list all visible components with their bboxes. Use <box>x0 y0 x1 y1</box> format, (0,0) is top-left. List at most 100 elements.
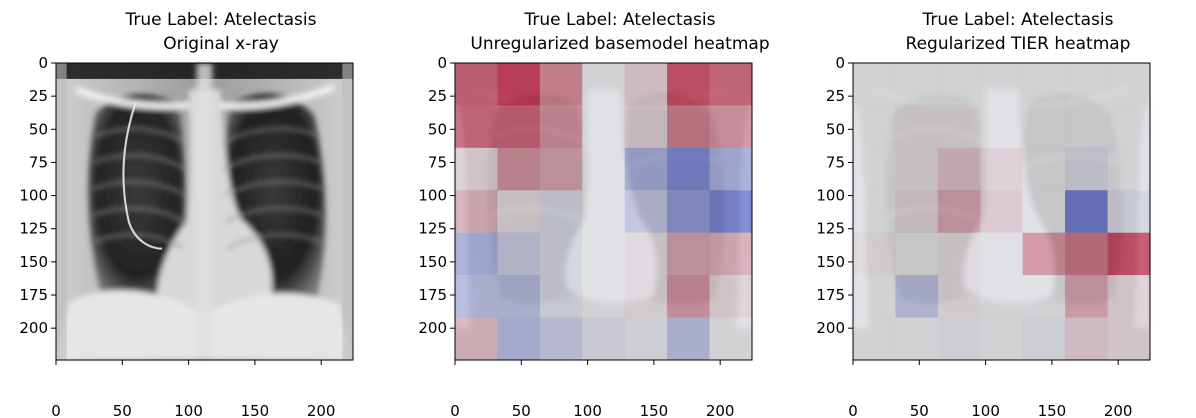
heatmap-cell <box>1022 232 1066 276</box>
x-tick-label: 0 <box>51 402 61 418</box>
y-tick-label: 100 <box>418 187 447 205</box>
y-tick-label: 25 <box>428 87 447 105</box>
x-tick-label: 100 <box>174 402 203 418</box>
x-tick-label: 200 <box>706 402 735 418</box>
heatmap-cell <box>1107 63 1150 106</box>
heatmap-cell <box>455 275 498 318</box>
heatmap-cell <box>980 105 1023 148</box>
heatmap-cell <box>709 105 752 148</box>
heatmap-cell <box>709 232 752 276</box>
y-tick-label: 125 <box>418 220 447 238</box>
heatmap-cell <box>539 63 583 106</box>
heatmap-cell <box>980 63 1023 106</box>
heatmap-cell <box>1022 63 1066 106</box>
heatmap-cell <box>1022 105 1066 148</box>
y-tick-label: 175 <box>19 286 48 304</box>
heatmap-cell <box>582 232 625 276</box>
heatmap-cell <box>980 275 1023 318</box>
heatmap-cell <box>895 317 938 360</box>
heatmap-cell <box>1065 105 1108 148</box>
heatmap-cell <box>853 63 896 106</box>
x-tick-label: 200 <box>1104 402 1133 418</box>
heatmap-cell <box>624 190 668 233</box>
x-tick-label: 0 <box>848 402 858 418</box>
heatmap-cell <box>624 317 668 360</box>
y-tick-label: 0 <box>38 54 48 72</box>
y-tick-label: 175 <box>816 286 845 304</box>
heatmap-cell <box>853 147 896 191</box>
y-tick-label: 150 <box>19 253 48 271</box>
heatmap-cell <box>667 232 710 276</box>
heatmap-cell <box>582 105 625 148</box>
axes-1: 0 25 50 75 100 125 150 175 200 0 50 100 150 200 <box>19 54 353 418</box>
y-tick-label: 75 <box>428 153 447 171</box>
heatmap-cell <box>582 190 625 233</box>
heatmap-cell <box>1107 190 1150 233</box>
panel-original: True Label: Atelectasis Original x-ray <box>0 0 380 418</box>
heatmap-cell <box>667 105 710 148</box>
panel-title-line1: True Label: Atelectasis <box>922 10 1114 30</box>
heatmap-cell <box>497 190 540 233</box>
heatmap-cell <box>624 105 668 148</box>
heatmap-cell <box>980 317 1023 360</box>
heatmap-cell <box>1107 147 1150 191</box>
panel-title-line2: Unregularized basemodel heatmap <box>470 34 770 54</box>
heatmap-cell <box>709 190 752 233</box>
panel-basemodel: True Label: Atelectasis Unregularized ba… <box>0 0 769 418</box>
x-tick-label: 50 <box>113 402 132 418</box>
heatmap-cell <box>539 232 583 276</box>
heatmap-cell <box>539 190 583 233</box>
heatmap-cell <box>497 105 540 148</box>
y-tick-label: 100 <box>816 187 845 205</box>
x-tick-label: 50 <box>910 402 929 418</box>
heatmap-cell <box>853 105 896 148</box>
panel-title-line1: True Label: Atelectasis <box>125 10 317 30</box>
heatmap-cell <box>895 275 938 318</box>
heatmap-cell <box>709 147 752 191</box>
heatmap-cell <box>582 275 625 318</box>
heatmap-cell <box>895 147 938 191</box>
heatmap-cell <box>624 232 668 276</box>
heatmap-cell <box>1065 232 1108 276</box>
axes-frame <box>55 62 354 361</box>
y-tick-label: 150 <box>418 253 447 271</box>
heatmap-cell <box>497 275 540 318</box>
heatmap-cell <box>539 317 583 360</box>
axes-3: 0 25 50 75 100 125 150 175 200 0 50 100 150 200 <box>816 54 1150 418</box>
heatmap-cell <box>895 190 938 233</box>
heatmap-cell <box>582 317 625 360</box>
heatmap-cell <box>1065 317 1108 360</box>
panel-title-line2: Original x-ray <box>163 34 279 54</box>
heatmap-cell <box>497 232 540 276</box>
panel-title-line1: True Label: Atelectasis <box>524 10 716 30</box>
xray-image <box>56 63 353 360</box>
heatmap-cell <box>455 232 498 276</box>
axes-frame <box>852 62 1151 361</box>
panel-tier: True Label: Atelectasis Regularized TIER… <box>0 0 1131 418</box>
heatmap-cell <box>980 190 1023 233</box>
heatmap-cell <box>853 317 896 360</box>
heatmap-cell <box>667 190 710 233</box>
y-tick-label: 50 <box>428 120 447 138</box>
heatmap-cell <box>980 147 1023 191</box>
y-tick-label: 0 <box>437 54 447 72</box>
y-tick-label: 50 <box>29 120 48 138</box>
axes-frame <box>454 62 753 361</box>
y-tick-label: 75 <box>29 153 48 171</box>
heatmap-cell <box>895 105 938 148</box>
heatmap-cell <box>709 317 752 360</box>
heatmap-cell <box>853 275 896 318</box>
heatmap-cell <box>895 232 938 276</box>
x-tick-label: 100 <box>971 402 1000 418</box>
heatmap-cell <box>624 275 668 318</box>
heatmap-cell <box>937 275 981 318</box>
heatmap-cell <box>709 63 752 106</box>
heatmap-cell <box>853 190 896 233</box>
heatmap-overlay <box>455 63 752 360</box>
heatmap-cell <box>667 317 710 360</box>
x-tick-label: 150 <box>640 402 669 418</box>
x-tick-label: 50 <box>512 402 531 418</box>
y-tick-label: 25 <box>826 87 845 105</box>
heatmap-cell <box>497 63 540 106</box>
